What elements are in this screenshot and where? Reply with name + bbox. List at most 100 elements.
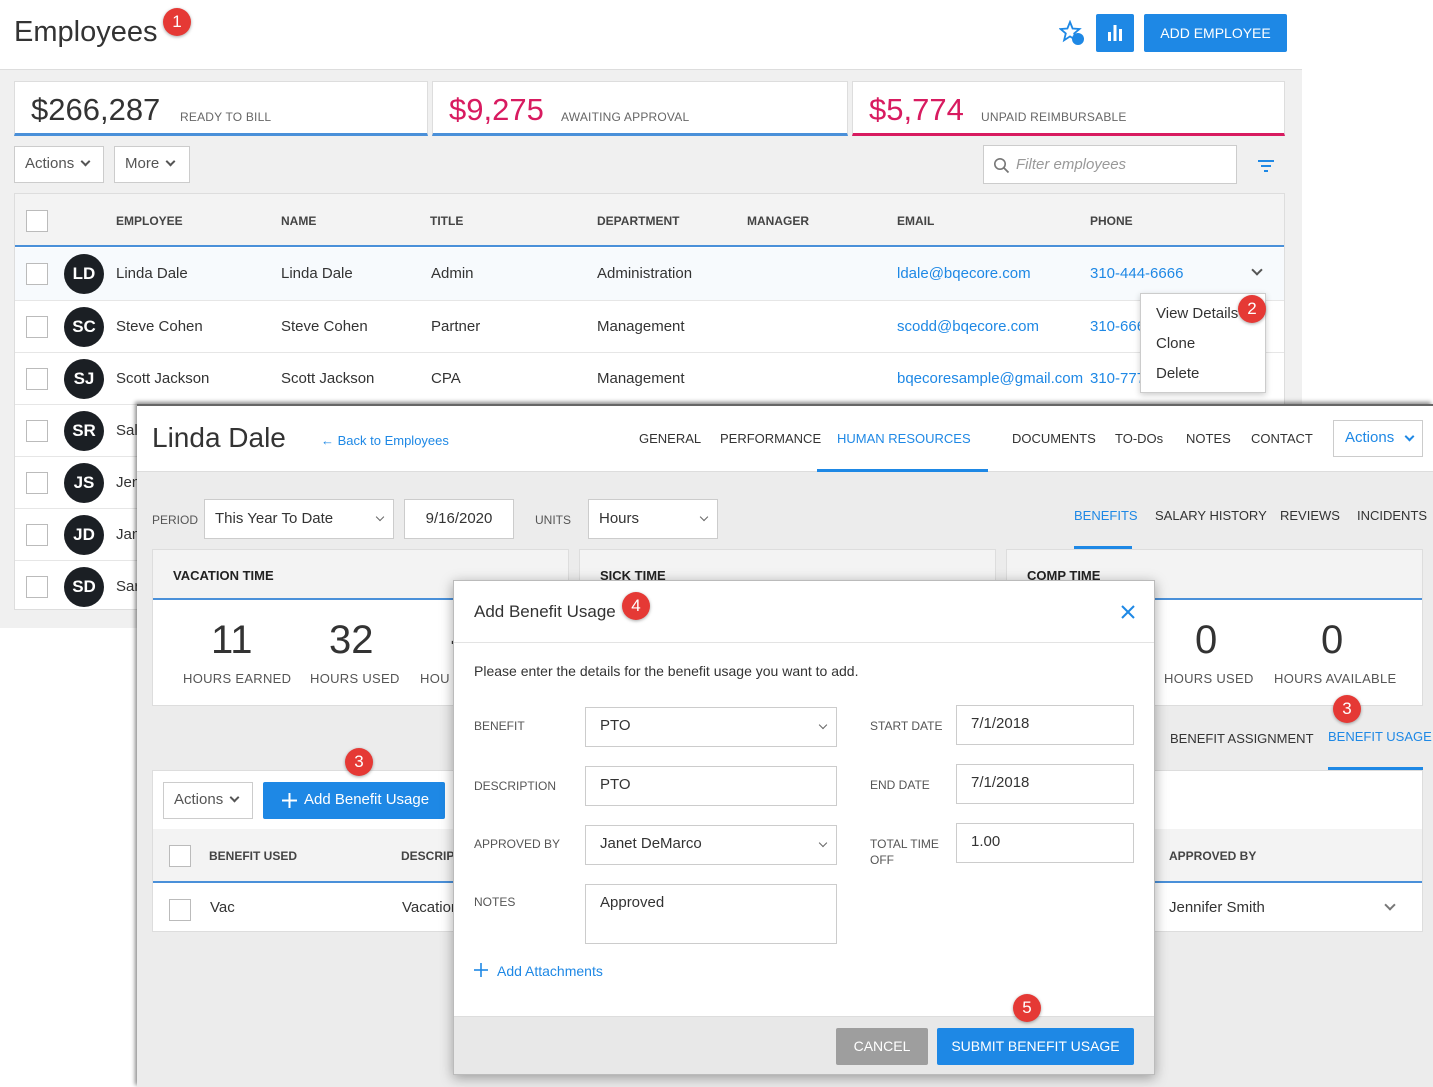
column-header[interactable]: PHONE: [1090, 214, 1133, 228]
filter-icon[interactable]: [1257, 159, 1275, 173]
email-link[interactable]: bqecoresample@gmail.com: [897, 370, 1084, 387]
row-checkbox[interactable]: [169, 899, 191, 921]
employee-cell: Jan: [116, 526, 141, 543]
tab-general[interactable]: GENERAL: [639, 431, 702, 446]
favorite-star-icon[interactable]: [1058, 19, 1085, 46]
tab-benefit-assignment[interactable]: BENEFIT ASSIGNMENT: [1170, 731, 1314, 746]
summary-card-awaiting[interactable]: $9,275 AWAITING APPROVAL: [432, 81, 848, 136]
date-input[interactable]: 9/16/2020: [404, 499, 514, 539]
summary-label: UNPAID REIMBURSABLE: [981, 110, 1127, 124]
table-row[interactable]: SJ Scott Jackson Scott Jackson CPA Manag…: [15, 352, 1284, 404]
actions-label: Actions: [174, 791, 224, 808]
callout-badge-2: 2: [1238, 295, 1266, 323]
add-benefit-usage-label: Add Benefit Usage: [304, 791, 430, 808]
email-link[interactable]: ldale@bqecore.com: [897, 265, 1031, 282]
close-icon[interactable]: [1121, 605, 1135, 619]
start-date-label: START DATE: [870, 719, 943, 733]
summary-card-ready[interactable]: $266,287 READY TO BILL: [14, 81, 428, 136]
start-date-input[interactable]: 7/1/2018: [956, 705, 1134, 745]
employee-cell: Sar: [116, 578, 140, 595]
end-date-input[interactable]: 7/1/2018: [956, 764, 1134, 804]
column-header[interactable]: MANAGER: [747, 214, 809, 228]
benefit-used-cell: Vac: [210, 899, 235, 916]
column-header[interactable]: NAME: [281, 214, 317, 228]
row-checkbox[interactable]: [26, 472, 48, 494]
menu-item-clone[interactable]: Clone: [1156, 335, 1196, 352]
tab-human-resources[interactable]: HUMAN RESOURCES: [837, 431, 971, 446]
column-header[interactable]: BENEFIT USED: [209, 849, 298, 863]
avatar: SC: [64, 307, 104, 347]
tab-todos[interactable]: TO-DOs: [1115, 431, 1164, 446]
back-to-employees-link[interactable]: ← Back to Employees: [321, 433, 449, 448]
more-label: More: [125, 155, 160, 172]
actions-label: Actions: [1345, 429, 1395, 446]
column-header[interactable]: EMPLOYEE: [116, 214, 183, 228]
department-cell: Management: [597, 370, 685, 387]
callout-badge-4: 4: [622, 592, 650, 620]
tab-notes[interactable]: NOTES: [1186, 431, 1231, 446]
select-all-checkbox[interactable]: [26, 210, 48, 232]
tab-benefit-usage[interactable]: BENEFIT USAGE: [1328, 729, 1432, 744]
row-checkbox[interactable]: [26, 316, 48, 338]
phone-link[interactable]: 310-777: [1090, 370, 1146, 387]
units-select[interactable]: Hours: [588, 499, 718, 539]
callout-badge-3a: 3: [345, 748, 373, 776]
row-checkbox[interactable]: [26, 524, 48, 546]
submit-benefit-usage-button[interactable]: SUBMIT BENEFIT USAGE: [937, 1028, 1134, 1065]
description-input[interactable]: PTO: [585, 766, 837, 806]
add-attachments-link[interactable]: Add Attachments: [474, 963, 603, 979]
hours-used-value: 0: [1195, 618, 1218, 662]
select-all-checkbox[interactable]: [169, 845, 191, 867]
employee-cell: Linda Dale: [116, 265, 188, 282]
email-link[interactable]: scodd@bqecore.com: [897, 318, 1039, 335]
page-title: Employees: [14, 16, 158, 48]
detail-actions-dropdown[interactable]: Actions: [1333, 420, 1423, 457]
summary-card-unpaid[interactable]: $5,774 UNPAID REIMBURSABLE: [852, 81, 1285, 136]
row-menu-chevron-icon[interactable]: [1251, 264, 1263, 276]
column-header[interactable]: APPROVED BY: [1169, 849, 1257, 863]
actions-dropdown[interactable]: Actions: [14, 146, 104, 183]
column-header[interactable]: EMAIL: [897, 214, 935, 228]
column-header[interactable]: TITLE: [430, 214, 464, 228]
add-employee-button[interactable]: ADD EMPLOYEE: [1144, 14, 1287, 52]
row-checkbox[interactable]: [26, 420, 48, 442]
hours-used-value: 32: [329, 618, 374, 662]
subtab-benefits[interactable]: BENEFITS: [1074, 508, 1138, 523]
row-checkbox[interactable]: [26, 576, 48, 598]
column-header[interactable]: DESCRIPT: [401, 849, 462, 863]
filter-employees-input[interactable]: Filter employees: [983, 145, 1237, 184]
cancel-button[interactable]: CANCEL: [836, 1028, 928, 1065]
dialog-divider: [454, 642, 1154, 643]
description-cell: Vacation: [402, 899, 460, 916]
table-row[interactable]: SC Steve Cohen Steve Cohen Partner Manag…: [15, 300, 1284, 352]
tab-performance[interactable]: PERFORMANCE: [720, 431, 822, 446]
approved-by-select[interactable]: Janet DeMarco: [585, 825, 837, 865]
reports-chart-button[interactable]: [1096, 14, 1134, 52]
more-dropdown[interactable]: More: [114, 146, 190, 183]
callout-badge-3b: 3: [1333, 695, 1361, 723]
usage-actions-dropdown[interactable]: Actions: [163, 782, 253, 819]
chevron-down-icon: [818, 838, 828, 848]
period-select[interactable]: This Year To Date: [204, 499, 394, 539]
notes-textarea[interactable]: Approved: [585, 884, 837, 944]
tab-contact[interactable]: CONTACT: [1251, 431, 1313, 446]
total-time-off-input[interactable]: 1.00: [956, 823, 1134, 863]
menu-item-delete[interactable]: Delete: [1156, 365, 1200, 382]
phone-link[interactable]: 310-666: [1090, 318, 1146, 335]
table-row[interactable]: LD Linda Dale Linda Dale Admin Administr…: [15, 248, 1284, 300]
tab-documents[interactable]: DOCUMENTS: [1012, 431, 1096, 446]
phone-link[interactable]: 310-444-6666: [1090, 265, 1184, 282]
benefit-select[interactable]: PTO: [585, 707, 837, 747]
subtab-salary-history[interactable]: SALARY HISTORY: [1155, 508, 1267, 523]
column-header[interactable]: DEPARTMENT: [597, 214, 680, 228]
hours-earned-value: 11: [211, 618, 253, 662]
row-checkbox[interactable]: [26, 263, 48, 285]
subtab-incidents[interactable]: INCIDENTS: [1357, 508, 1428, 523]
table-row[interactable]: Vac Vacation Jennifer Smith: [153, 884, 1422, 931]
add-benefit-usage-button[interactable]: Add Benefit Usage: [263, 782, 445, 819]
row-menu-chevron-icon[interactable]: [1384, 899, 1396, 911]
menu-item-view-details[interactable]: View Details: [1156, 305, 1239, 322]
subtab-reviews[interactable]: REVIEWS: [1280, 508, 1340, 523]
hours-earned-label: HOURS EARNED: [183, 671, 292, 686]
row-checkbox[interactable]: [26, 368, 48, 390]
